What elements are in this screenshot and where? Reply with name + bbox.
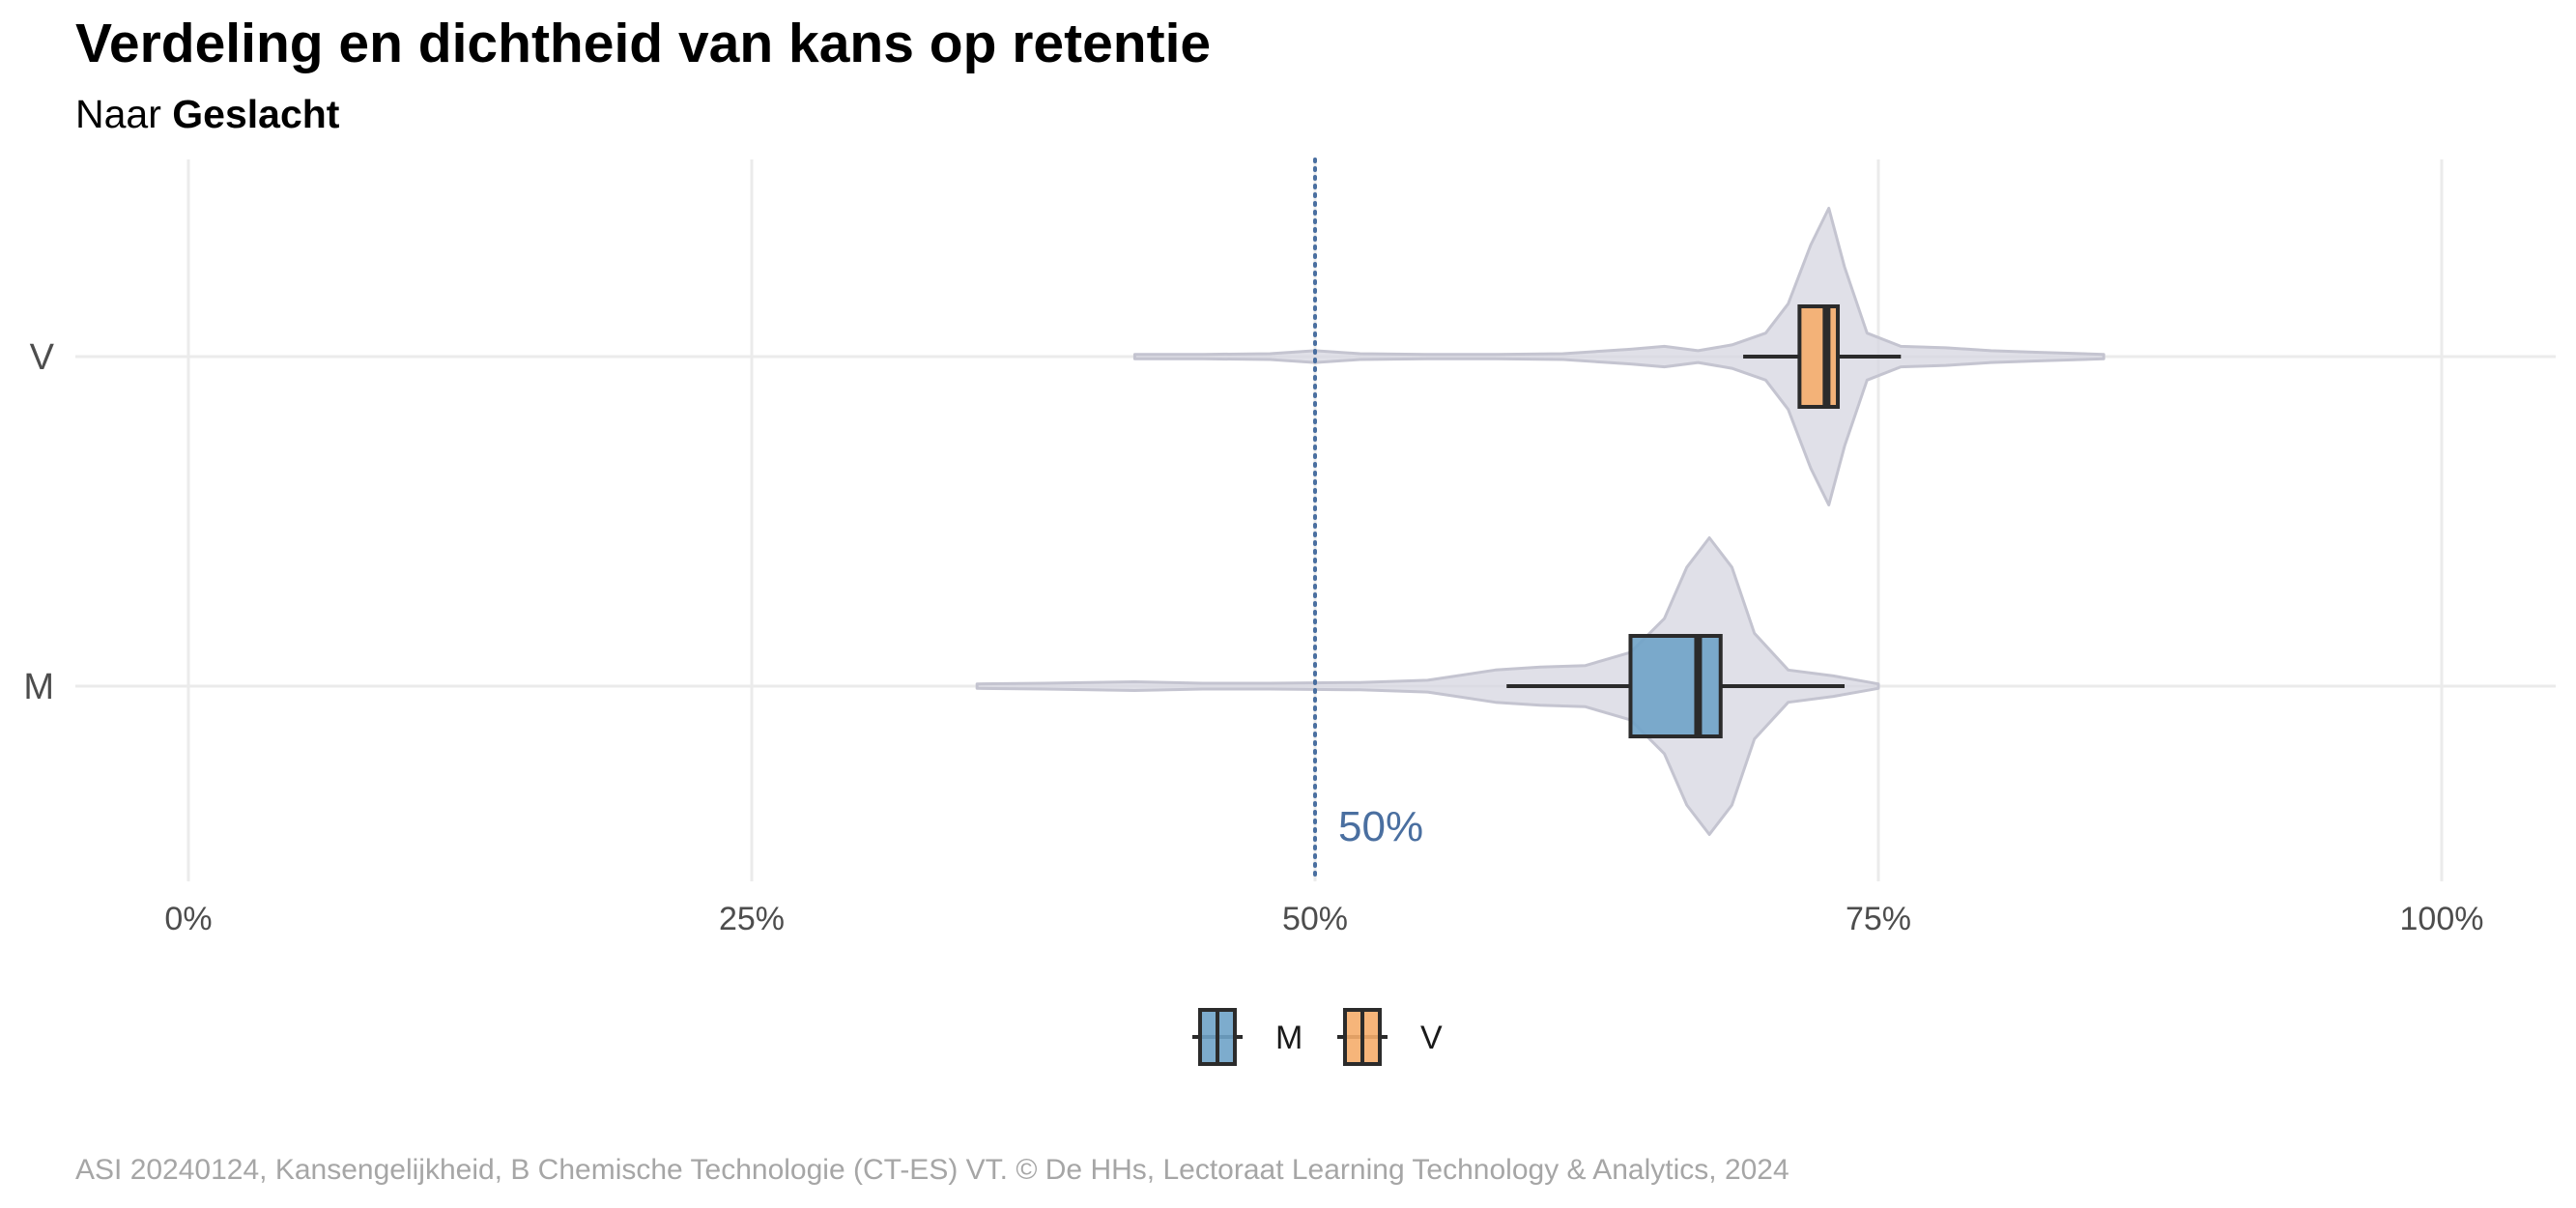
legend-label-V: V	[1420, 1020, 1443, 1056]
legend-item-V: V	[1337, 1008, 1443, 1066]
box-V	[1797, 304, 1841, 409]
x-axis-ticks: 0% 25% 50% 75% 100%	[164, 901, 2483, 937]
chart-subtitle: Naar Geslacht	[75, 92, 340, 136]
violin-V	[1132, 207, 2105, 506]
reference-line-label: 50%	[1338, 803, 1423, 850]
legend-item-M: M	[1192, 1008, 1302, 1066]
box-M	[1628, 634, 1723, 738]
x-tick-label-3: 75%	[1846, 901, 1911, 937]
reference-line-group: 50%	[1313, 158, 1423, 883]
boxplots	[1506, 304, 1902, 738]
subtitle-prefix: Naar	[75, 92, 172, 136]
x-tick-label-4: 100%	[2400, 901, 2484, 937]
subtitle-group: Geslacht	[172, 92, 340, 136]
violins	[975, 207, 2105, 836]
chart-title: Verdeling en dichtheid van kans op reten…	[75, 13, 1211, 74]
chart-caption: ASI 20240124, Kansengelijkheid, B Chemis…	[75, 1154, 1789, 1186]
legend-label-M: M	[1275, 1020, 1302, 1056]
violin-M	[975, 536, 1880, 836]
x-tick-label-2: 50%	[1282, 901, 1348, 937]
gridlines	[75, 159, 2556, 881]
x-tick-label-0: 0%	[164, 901, 212, 937]
y-category-label-V: V	[30, 337, 55, 378]
y-axis-categories: VM	[23, 337, 54, 707]
y-category-label-M: M	[23, 667, 54, 707]
x-tick-label-1: 25%	[719, 901, 785, 937]
